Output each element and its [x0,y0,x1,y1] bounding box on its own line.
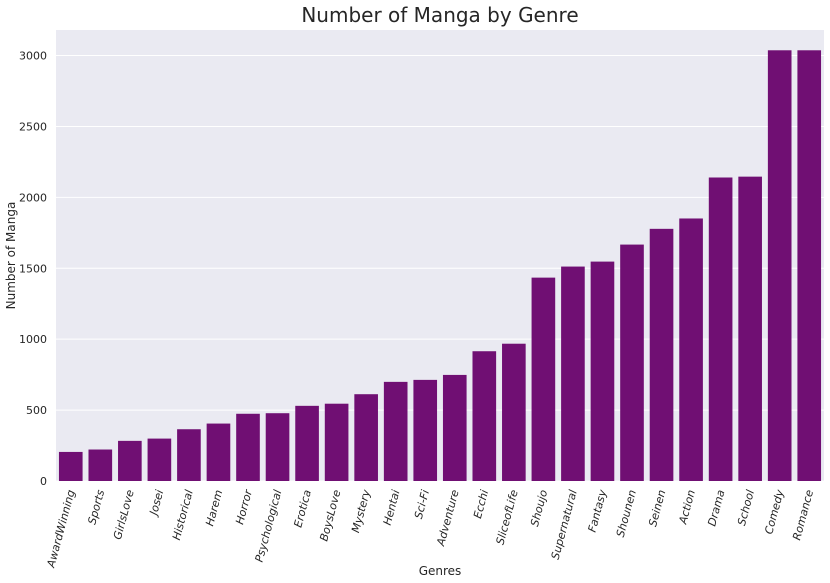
bars [58,50,822,482]
bar-sports [88,449,113,481]
x-tick-label: Ecchi [471,488,491,519]
bar-comedy [767,50,792,481]
x-tick-label: Fantasy [586,488,610,534]
x-tick-label: Mystery [349,488,373,534]
bar-harem [206,423,231,481]
y-tick-label: 2500 [19,120,47,133]
y-tick-label: 0 [40,475,47,488]
bar-mystery [354,394,378,481]
y-tick-label: 1500 [19,262,47,275]
x-tick-label: Adventure [434,488,462,548]
x-tick-label: Supernatural [549,488,580,560]
y-axis-label: Number of Manga [4,202,18,310]
bar-shoujo [531,277,556,481]
bar-horror [236,413,260,481]
x-tick-label: Shoujo [528,488,550,528]
x-tick-label: Josei [147,488,167,518]
y-tick-label: 500 [26,404,47,417]
y-tick-label: 2000 [19,191,47,204]
x-tick-label: GirlsLove [111,488,137,541]
x-tick-label: AwardWinning [44,488,77,569]
bar-sliceoflife [502,343,526,481]
x-tick-label: Hentai [381,488,403,526]
x-tick-label: Psychological [253,488,285,563]
x-tick-label: Sci-Fi [412,488,432,520]
x-tick-label: Drama [705,488,727,528]
bar-action [679,218,703,482]
bar-school [738,176,762,481]
x-tick-label: Horror [233,487,255,526]
x-tick-label: Erotica [291,488,314,529]
x-tick-label: School [735,488,757,527]
x-tick-label: Shounen [614,488,639,538]
bar-supernatural [561,266,585,481]
x-tick-label: Comedy [762,488,786,536]
x-tick-label: Romance [790,488,816,541]
x-tick-labels: AwardWinning Sports GirlsLove Josei Historic… [44,487,816,570]
x-tick-label: Harem [203,488,225,527]
bar-girlslove [118,440,142,481]
y-tick-labels: 0 500 1000 1500 2000 2500 3000 [19,50,47,488]
bar-fantasy [590,261,615,481]
bar-boyslove [324,403,349,481]
x-tick-label: Seinen [646,488,668,528]
bar-awardwinning [58,451,83,481]
x-tick-label: Sports [86,488,108,526]
bar-shounen [620,244,644,481]
bar-adventure [442,374,467,481]
bar-psychological [265,413,290,481]
y-tick-label: 1000 [19,333,47,346]
x-tick-label: Action [676,488,698,526]
bar-josei [147,438,172,481]
bar-sci-fi [413,379,438,481]
bar-ecchi [472,351,497,481]
bar-drama [708,177,733,481]
bar-seinen [649,228,674,481]
x-tick-label: Historical [170,488,196,541]
x-tick-label: BoysLove [317,488,343,542]
bar-erotica [295,405,319,481]
chart-title: Number of Manga by Genre [301,3,578,27]
bar-romance [797,50,822,481]
x-tick-label: SliceofLife [494,488,521,546]
y-tick-label: 3000 [19,50,47,63]
bar-hentai [383,381,408,481]
x-axis-label: Genres [419,564,462,578]
bar-historical [177,429,201,481]
